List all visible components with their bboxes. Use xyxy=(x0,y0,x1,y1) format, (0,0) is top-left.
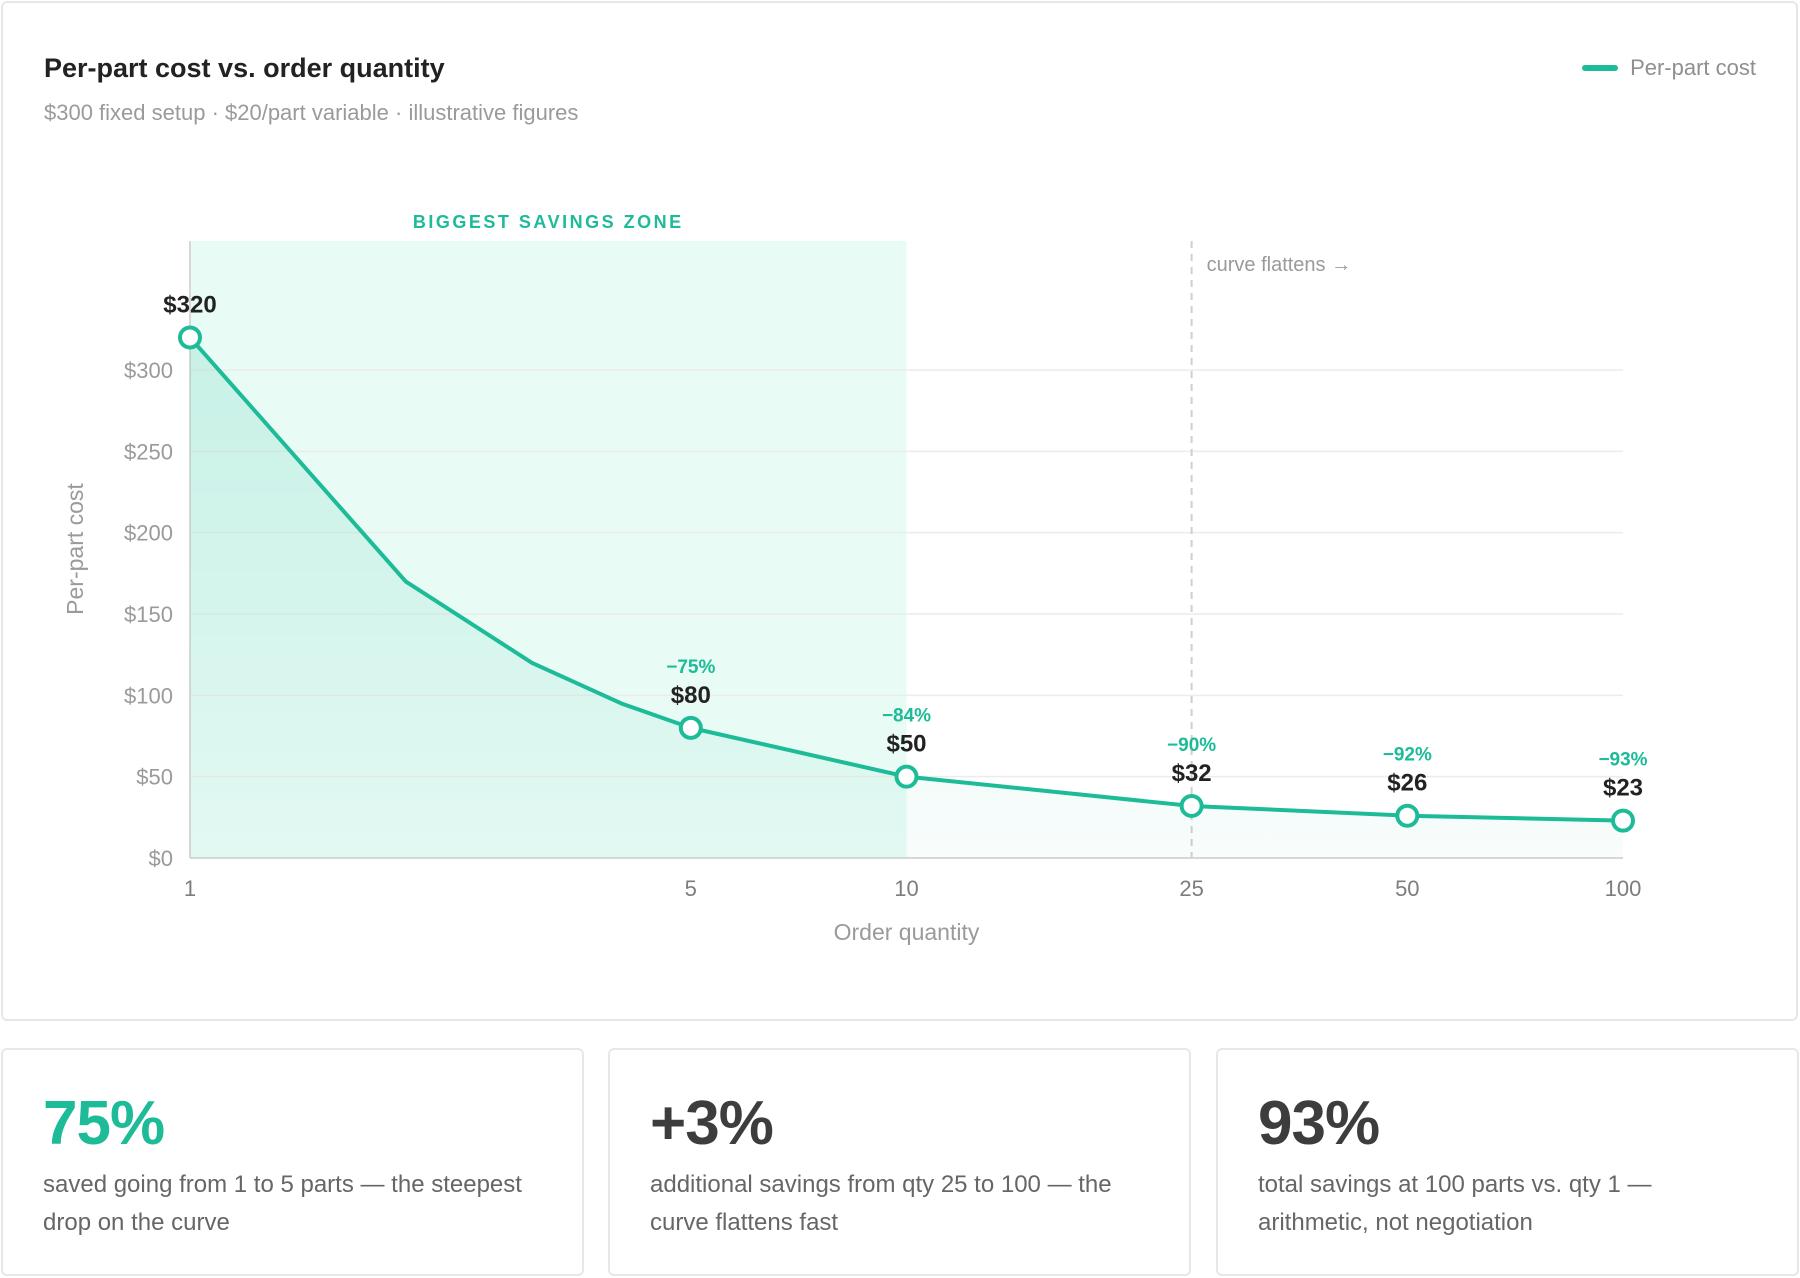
data-point xyxy=(894,764,919,789)
stat-value: 75% xyxy=(43,1089,165,1158)
x-tick-label: 10 xyxy=(894,876,918,901)
stat-description: additional savings from qty 25 to 100 — … xyxy=(650,1171,1112,1236)
savings-zone-label: BIGGEST SAVINGS ZONE xyxy=(413,212,684,232)
stat-value: +3% xyxy=(650,1089,774,1158)
legend-swatch xyxy=(1582,65,1619,71)
data-label: $32 xyxy=(1172,760,1212,787)
data-point xyxy=(1395,803,1420,828)
curve-flattens-label: curve flattens → xyxy=(1207,254,1352,276)
data-point xyxy=(178,325,202,350)
y-tick-label: $150 xyxy=(124,602,173,627)
y-tick-label: $200 xyxy=(124,521,173,546)
y-tick-label: $300 xyxy=(124,358,173,383)
data-label: $50 xyxy=(886,731,926,758)
data-label: $26 xyxy=(1387,770,1427,797)
x-tick-label: 5 xyxy=(685,876,697,901)
stat-value: 93% xyxy=(1258,1089,1380,1158)
legend-label: Per-part cost xyxy=(1630,55,1756,80)
x-tick-label: 50 xyxy=(1395,876,1419,901)
change-label: −84% xyxy=(882,706,931,727)
y-tick-label: $250 xyxy=(124,439,173,464)
change-label: −90% xyxy=(1167,735,1216,756)
chart-card: BIGGEST SAVINGS ZONE $0 $50 $100 $150 $200 $25… xyxy=(1,1,1798,1021)
y-tick-label: $0 xyxy=(149,846,173,871)
data-point xyxy=(678,715,703,740)
y-tick-label: $100 xyxy=(124,683,173,708)
stat-description: saved going from 1 to 5 parts — the stee… xyxy=(43,1171,522,1236)
data-label: $23 xyxy=(1603,775,1643,802)
data-label: $320 xyxy=(163,291,216,318)
series-area xyxy=(190,337,1623,858)
data-point xyxy=(1611,808,1635,833)
line-chart: BIGGEST SAVINGS ZONE $0 $50 $100 $150 $200 $25… xyxy=(62,212,1648,945)
x-tick-label: 25 xyxy=(1179,876,1203,901)
chart-title: Per-part cost vs. order quantity xyxy=(44,53,445,83)
change-label: −75% xyxy=(666,657,715,678)
x-axis-label: Order quantity xyxy=(834,919,980,945)
chart-legend: Per-part cost xyxy=(1582,55,1756,81)
x-tick-label: 1 xyxy=(184,876,196,901)
change-label: −93% xyxy=(1598,750,1647,771)
stat-card-1: 75% saved going from 1 to 5 parts — the … xyxy=(1,1048,584,1276)
stat-description: total savings at 100 parts vs. qty 1 — a… xyxy=(1258,1171,1652,1236)
stat-card-2: +3% additional savings from qty 25 to 10… xyxy=(608,1048,1191,1276)
stat-card-3: 93% total savings at 100 parts vs. qty 1… xyxy=(1216,1048,1799,1276)
y-axis-label: Per-part cost xyxy=(62,483,88,615)
y-tick-label: $50 xyxy=(136,765,173,790)
data-point xyxy=(1179,793,1204,818)
data-label: $80 xyxy=(671,682,711,709)
x-tick-label: 100 xyxy=(1605,876,1642,901)
chart-subtitle: $300 fixed setup · $20/part variable · i… xyxy=(44,100,579,125)
change-label: −92% xyxy=(1383,745,1432,766)
